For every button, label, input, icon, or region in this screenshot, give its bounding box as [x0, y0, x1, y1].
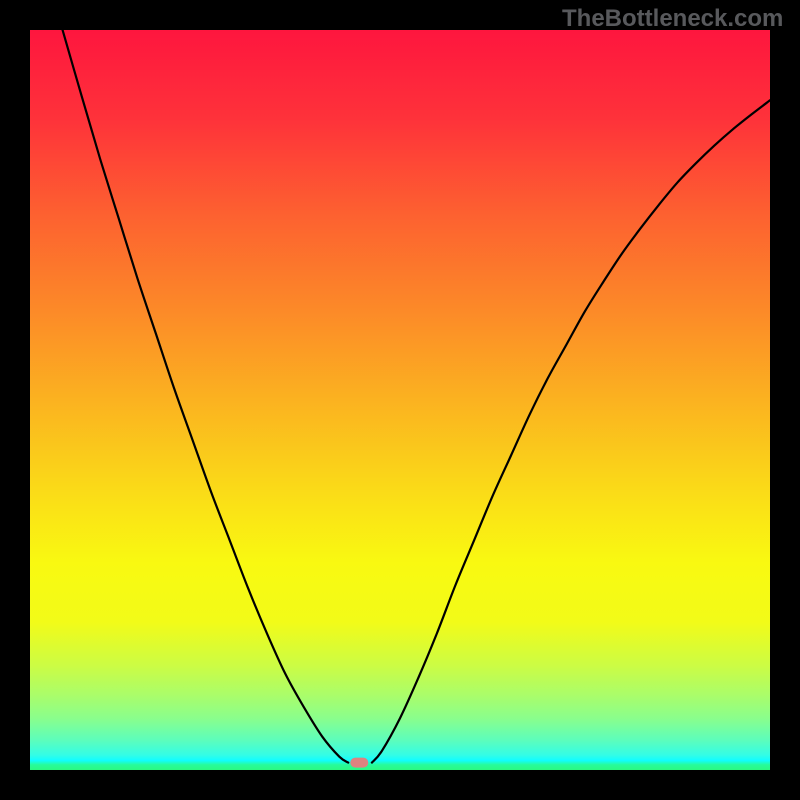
plot-area [30, 30, 770, 770]
heatmap-gradient-background [30, 30, 770, 770]
watermark-text: TheBottleneck.com [562, 5, 783, 33]
chart-frame: TheBottleneck.com [0, 0, 800, 800]
